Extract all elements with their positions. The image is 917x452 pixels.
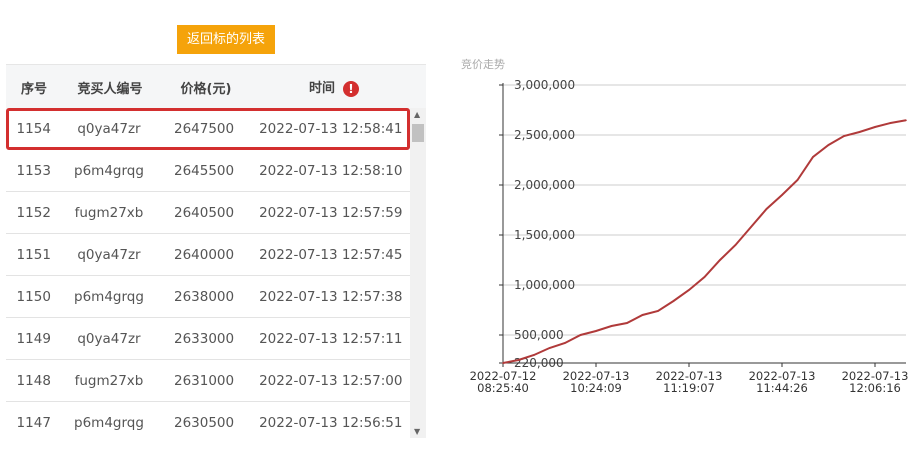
header-seq: 序号 (20, 81, 47, 97)
data-point (564, 342, 566, 344)
table-row[interactable]: 1154 q0ya47zr 2647500 2022-07-13 12:58:41 (6, 108, 410, 150)
x-tick-label: 10:24:09 (570, 381, 622, 395)
data-point (641, 314, 644, 316)
data-point (579, 334, 582, 336)
cell-price: 2638000 (173, 288, 235, 305)
data-point (626, 322, 628, 324)
data-point (688, 289, 690, 291)
cell-seq: 1152 (16, 204, 51, 221)
data-point (734, 244, 737, 246)
table-row[interactable]: 1147 p6m4grqg 2630500 2022-07-13 12:56:51 (6, 402, 410, 438)
cell-seq: 1153 (16, 162, 51, 179)
scroll-up-icon[interactable]: ▲ (414, 110, 421, 119)
header-time: 时间! (254, 77, 414, 97)
cell-seq: 1151 (16, 246, 51, 263)
data-point (889, 122, 892, 124)
scrollbar-thumb[interactable] (412, 124, 424, 142)
table-row[interactable]: 1148 fugm27xb 2631000 2022-07-13 12:57:00 (6, 360, 410, 402)
cell-seq: 1148 (16, 372, 51, 389)
cell-time: 2022-07-13 12:57:59 (259, 204, 403, 221)
table-row[interactable]: 1151 q0ya47zr 2640000 2022-07-13 12:57:45 (6, 234, 410, 276)
cell-price: 2640500 (173, 204, 235, 221)
header-time-label: 时间 (308, 81, 335, 97)
data-point (517, 359, 520, 361)
data-point (703, 276, 706, 278)
data-point (502, 362, 504, 364)
cell-bidder: p6m4grqg (74, 414, 144, 431)
y-tick-label: 3,000,000 (514, 78, 575, 92)
scroll-down-icon[interactable]: ▼ (414, 427, 421, 436)
cell-seq: 1150 (16, 288, 51, 305)
cell-bidder: q0ya47zr (77, 246, 141, 263)
header-price: 价格(元) (180, 81, 232, 97)
cell-price: 2645500 (173, 162, 235, 179)
x-tick-label: 11:44:26 (756, 381, 808, 395)
x-tick-label: 12:06:16 (849, 381, 901, 395)
cell-time: 2022-07-13 12:57:38 (259, 288, 403, 305)
exclamation-circle-icon[interactable]: ! (343, 80, 359, 97)
data-point (672, 300, 675, 302)
cell-time: 2022-07-13 12:57:11 (259, 330, 403, 347)
data-point (719, 259, 721, 261)
cell-bidder: p6m4grqg (74, 162, 144, 179)
scrollbar[interactable]: ▲ ▼ (410, 108, 426, 438)
table-header: 序号 竞买人编号 价格(元) 时间! (6, 64, 426, 109)
cell-price: 2630500 (173, 414, 235, 431)
data-point (796, 179, 799, 181)
cell-time: 2022-07-13 12:58:41 (259, 120, 403, 137)
cell-time: 2022-07-13 12:58:10 (259, 162, 403, 179)
data-point (765, 208, 768, 210)
cell-seq: 1154 (16, 120, 51, 137)
table-row[interactable]: 1149 q0ya47zr 2633000 2022-07-13 12:57:11 (6, 318, 410, 360)
data-point (858, 131, 861, 133)
data-point (781, 194, 783, 196)
data-point (533, 354, 535, 356)
data-point (610, 325, 613, 327)
x-tick-label: 2022-07-13 (563, 369, 630, 383)
cell-bidder: fugm27xb (74, 204, 144, 221)
bid-table: 序号 竞买人编号 价格(元) 时间! 1154 q0ya47zr 2647500 20… (6, 64, 426, 438)
data-point (827, 144, 830, 146)
chart-title: 竞价走势 (461, 58, 505, 71)
y-tick-label: 2,500,000 (514, 128, 575, 142)
cell-bidder: fugm27xb (74, 372, 144, 389)
cell-time: 2022-07-13 12:57:00 (259, 372, 403, 389)
x-tick-label: 2022-07-13 (656, 369, 723, 383)
data-point (595, 330, 597, 332)
table-row[interactable]: 1150 p6m4grqg 2638000 2022-07-13 12:57:38 (6, 276, 410, 318)
x-tick-label: 11:19:07 (663, 381, 715, 395)
data-point (657, 310, 659, 312)
x-tick-label: 2022-07-12 (470, 369, 537, 383)
x-tick-label: 08:25:40 (477, 381, 529, 395)
cell-price: 2631000 (173, 372, 235, 389)
cell-seq: 1149 (16, 330, 51, 347)
x-tick-label: 2022-07-13 (842, 369, 909, 383)
cell-price: 2633000 (173, 330, 235, 347)
data-point (812, 156, 814, 158)
data-point (750, 226, 752, 228)
y-tick-label: 1,000,000 (514, 278, 575, 292)
cell-bidder: q0ya47zr (77, 330, 141, 347)
cell-price: 2647500 (173, 120, 235, 137)
data-point (548, 347, 551, 349)
cell-bidder: q0ya47zr (77, 120, 141, 137)
cell-time: 2022-07-13 12:57:45 (259, 246, 403, 263)
cell-price: 2640000 (173, 246, 235, 263)
data-point (843, 135, 845, 137)
cell-bidder: p6m4grqg (74, 288, 144, 305)
cell-time: 2022-07-13 12:56:51 (259, 414, 403, 431)
data-point (874, 126, 876, 128)
y-tick-label: 1,500,000 (514, 228, 575, 242)
y-tick-label: 500,000 (514, 328, 564, 342)
table-row[interactable]: 1152 fugm27xb 2640500 2022-07-13 12:57:59 (6, 192, 410, 234)
y-tick-label: 2,000,000 (514, 178, 575, 192)
table-row[interactable]: 1153 p6m4grqg 2645500 2022-07-13 12:58:10 (6, 150, 410, 192)
back-to-list-button[interactable]: 返回标的列表 (177, 25, 275, 54)
cell-seq: 1147 (16, 414, 51, 431)
table-body: 1154 q0ya47zr 2647500 2022-07-13 12:58:41 11… (6, 108, 410, 438)
data-point (905, 119, 907, 122)
x-tick-label: 2022-07-13 (749, 369, 816, 383)
header-bidder: 竞买人编号 (77, 81, 143, 97)
